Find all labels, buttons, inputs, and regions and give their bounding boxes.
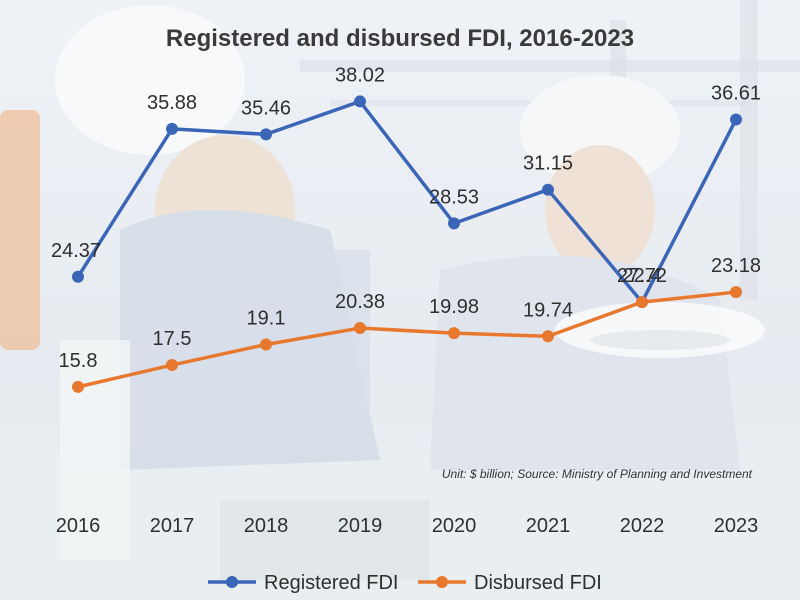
- registered-label-2022: 27.72: [617, 265, 667, 287]
- x-tick-2021: 2021: [526, 515, 571, 537]
- disbursed-label-2019: 20.38: [335, 291, 385, 313]
- disbursed-label-2021: 19.74: [523, 299, 573, 321]
- disbursed-label-2017: 17.5: [153, 328, 192, 350]
- plot-area: 24.37 35.88 35.46 38.02 28.53 31.15 27.72 36.61…: [51, 64, 761, 393]
- registered-label-2021: 31.15: [523, 153, 573, 175]
- registered-point-2017: [166, 122, 178, 135]
- x-tick-2018: 2018: [244, 515, 289, 537]
- disbursed-fdi-line: [77, 290, 737, 389]
- disbursed-point-2021: [542, 330, 554, 343]
- disbursed-legend-label: Disbursed FDI: [474, 572, 602, 594]
- registered-label-2016: 24.37: [51, 240, 101, 262]
- disbursed-point-2019: [354, 322, 366, 335]
- disbursed-point-2023: [730, 286, 742, 299]
- unit-source-note: Unit: $ billion; Source: Ministry of Pla…: [442, 467, 753, 481]
- x-tick-2017: 2017: [150, 515, 195, 537]
- disbursed-label-2016: 15.8: [59, 350, 98, 372]
- chart-title: Registered and disbursed FDI, 2016-2023: [166, 25, 634, 52]
- x-tick-2022: 2022: [620, 515, 665, 537]
- registered-label-2018: 35.46: [241, 97, 291, 119]
- disbursed-point-2020: [448, 327, 460, 340]
- x-tick-2020: 2020: [432, 515, 477, 537]
- disbursed-point-2016: [72, 380, 84, 393]
- registered-label-2019: 38.02: [335, 64, 385, 86]
- registered-label-2023: 36.61: [711, 83, 761, 105]
- registered-legend-label: Registered FDI: [264, 572, 399, 594]
- registered-label-2017: 35.88: [147, 92, 197, 114]
- disbursed-point-2017: [166, 359, 178, 372]
- x-tick-2023: 2023: [714, 515, 759, 537]
- disbursed-label-2018: 19.1: [247, 307, 286, 329]
- registered-point-2023: [730, 113, 742, 126]
- registered-legend-marker: [226, 576, 238, 588]
- x-tick-2016: 2016: [56, 515, 101, 537]
- disbursed-label-2020: 19.98: [429, 296, 479, 318]
- registered-fdi-line: [76, 99, 738, 304]
- disbursed-point-2022: [636, 296, 648, 309]
- legend: Registered FDI Disbursed FDI: [208, 572, 602, 594]
- disbursed-point-2018: [260, 338, 272, 351]
- registered-point-2020: [448, 217, 460, 230]
- registered-point-2018: [260, 128, 272, 141]
- x-tick-2019: 2019: [338, 515, 383, 537]
- registered-point-2021: [542, 183, 554, 196]
- disbursed-legend-marker: [436, 576, 448, 588]
- disbursed-label-2022: 22.4: [623, 265, 662, 287]
- registered-point-2019: [354, 95, 366, 108]
- x-axis-ticks: 2016 2017 2018 2019 2020 2021 2022 2023: [56, 515, 759, 537]
- registered-point-2016: [72, 270, 84, 283]
- registered-label-2020: 28.53: [429, 186, 479, 208]
- disbursed-label-2023: 23.18: [711, 255, 761, 277]
